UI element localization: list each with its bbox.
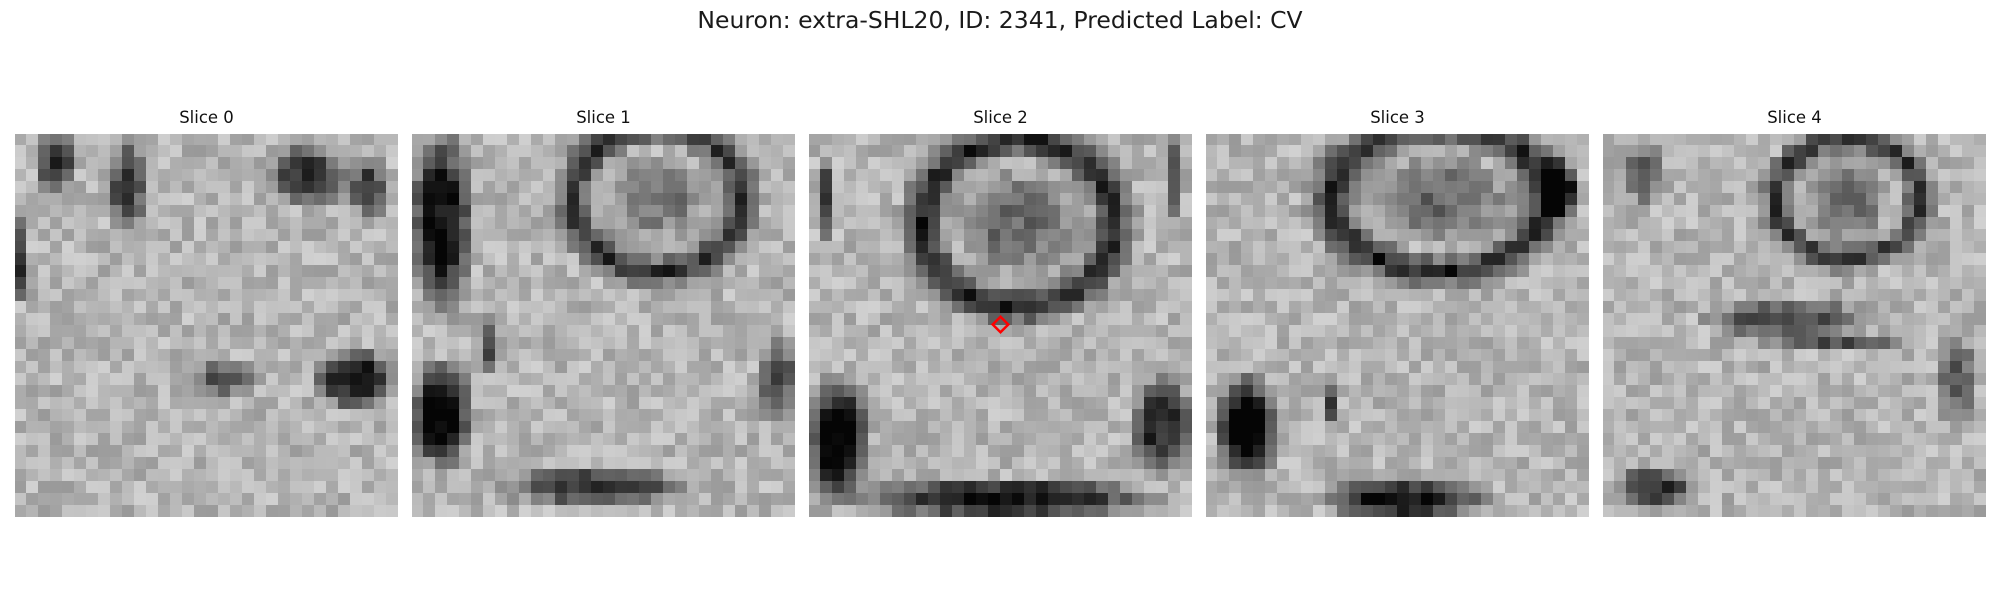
grayscale-slice-image [809,134,1192,517]
slice-title: Slice 0 [179,108,234,127]
slice-title: Slice 4 [1767,108,1822,127]
slice-panel-1: Slice 1 [412,105,795,517]
slice-panel-4: Slice 4 [1603,105,1986,517]
slice-title: Slice 3 [1370,108,1425,127]
figure-title: Neuron: extra-SHL20, ID: 2341, Predicted… [697,6,1303,34]
slice-panel-2: Slice 2 [809,105,1192,517]
center-marker [990,314,1011,335]
grayscale-slice-image [1206,134,1589,517]
grayscale-slice-image [15,134,398,517]
marker-layer [990,314,1011,335]
slice-panel-0: Slice 0 [15,105,398,517]
slice-title: Slice 2 [973,108,1028,127]
grayscale-slice-image [1603,134,1986,517]
slice-title: Slice 1 [576,108,631,127]
grayscale-slice-image [412,134,795,517]
slice-panel-3: Slice 3 [1206,105,1589,517]
